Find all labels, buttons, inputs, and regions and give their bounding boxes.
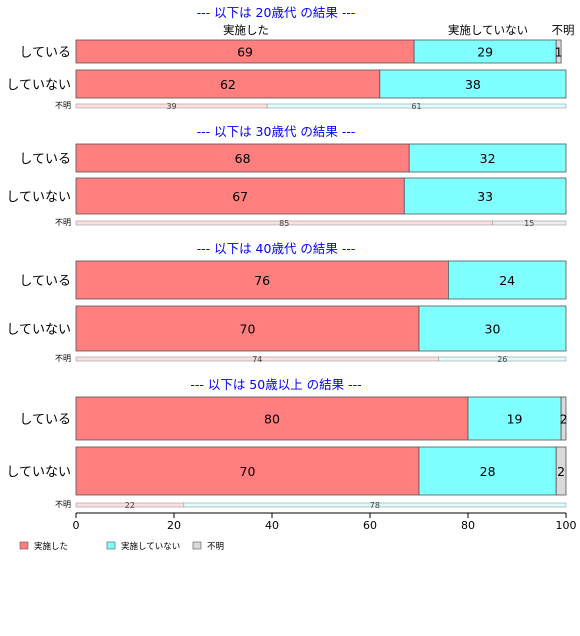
legend-swatch [192, 541, 202, 550]
bar-segment [560, 396, 567, 441]
data-label: 33 [477, 189, 493, 204]
data-label: 2 [560, 412, 568, 427]
row-label: していない [6, 78, 71, 93]
row-label: している [19, 46, 71, 61]
legend-swatch [19, 541, 29, 550]
bar-segment [418, 305, 567, 352]
x-tick-label: 40 [265, 519, 279, 532]
legend-swatch [106, 541, 116, 550]
bar-segment [75, 446, 420, 496]
bar-segment [408, 143, 567, 173]
bar-segment [555, 446, 567, 496]
top-category-label: 不明 [552, 23, 575, 37]
bar-segment [75, 177, 405, 215]
x-tick-label: 0 [73, 519, 80, 532]
legend-label: 実施した [34, 541, 68, 552]
unknown-data-label: 22 [125, 501, 135, 510]
data-label: 76 [254, 273, 270, 288]
unknown-data-label: 61 [411, 102, 421, 111]
data-label: 32 [480, 151, 496, 166]
bar-segment [75, 260, 449, 300]
unknown-data-label: 74 [252, 355, 262, 364]
data-label: 24 [499, 273, 515, 288]
data-label: 70 [240, 322, 256, 337]
data-label: 62 [220, 77, 236, 92]
row-label: していない [6, 323, 71, 338]
panel-title: --- 以下は 30歳代 の結果 --- [197, 124, 356, 139]
unknown-data-label: 78 [370, 501, 380, 510]
unknown-bar-segment [492, 220, 567, 226]
unknown-data-label: 39 [166, 102, 176, 111]
data-label: 80 [264, 412, 280, 427]
data-label: 29 [477, 45, 493, 60]
bar-segment [418, 446, 557, 496]
x-tick-label: 100 [556, 519, 577, 532]
row-label: している [19, 152, 71, 167]
unknown-row-label: 不明 [55, 354, 71, 363]
bar-segment [403, 177, 567, 215]
unknown-bar-segment [266, 103, 567, 109]
row-label: している [19, 413, 71, 428]
bar-segment [379, 69, 567, 99]
unknown-data-label: 26 [497, 355, 507, 364]
row-label: している [19, 274, 71, 289]
panel-title: --- 以下は 40歳代 の結果 --- [197, 241, 356, 256]
top-category-label: 実施した [223, 23, 269, 37]
unknown-bar-segment [183, 502, 567, 508]
legend-label: 実施していない [121, 541, 180, 552]
unknown-row-label: 不明 [55, 101, 71, 110]
top-category-label: 実施していない [448, 23, 528, 37]
data-label: 67 [232, 189, 248, 204]
row-label: していない [6, 190, 71, 205]
x-tick-label: 60 [363, 519, 377, 532]
data-label: 69 [237, 45, 253, 60]
panel-title: --- 以下は 50歳以上 の結果 --- [190, 377, 361, 392]
bar-segment [75, 305, 420, 352]
unknown-bar-segment [438, 356, 567, 362]
x-tick-label: 20 [167, 519, 181, 532]
row-label: していない [6, 465, 71, 480]
data-label: 30 [485, 322, 501, 337]
bar-segment [75, 396, 469, 441]
data-label: 1 [555, 45, 563, 60]
data-label: 2 [557, 464, 565, 479]
data-label: 68 [235, 151, 251, 166]
data-label: 28 [480, 464, 496, 479]
unknown-data-label: 15 [524, 219, 534, 228]
data-label: 38 [465, 77, 481, 92]
panel-title: --- 以下は 20歳代 の結果 --- [197, 5, 356, 20]
data-label: 70 [240, 464, 256, 479]
x-tick-label: 80 [461, 519, 475, 532]
legend-label: 不明 [207, 542, 224, 552]
bar-segment [467, 396, 562, 441]
bar-segment [447, 260, 567, 300]
unknown-data-label: 85 [279, 219, 289, 228]
unknown-row-label: 不明 [55, 218, 71, 227]
unknown-row-label: 不明 [55, 500, 71, 509]
bar-segment [555, 39, 562, 64]
data-label: 19 [507, 412, 523, 427]
